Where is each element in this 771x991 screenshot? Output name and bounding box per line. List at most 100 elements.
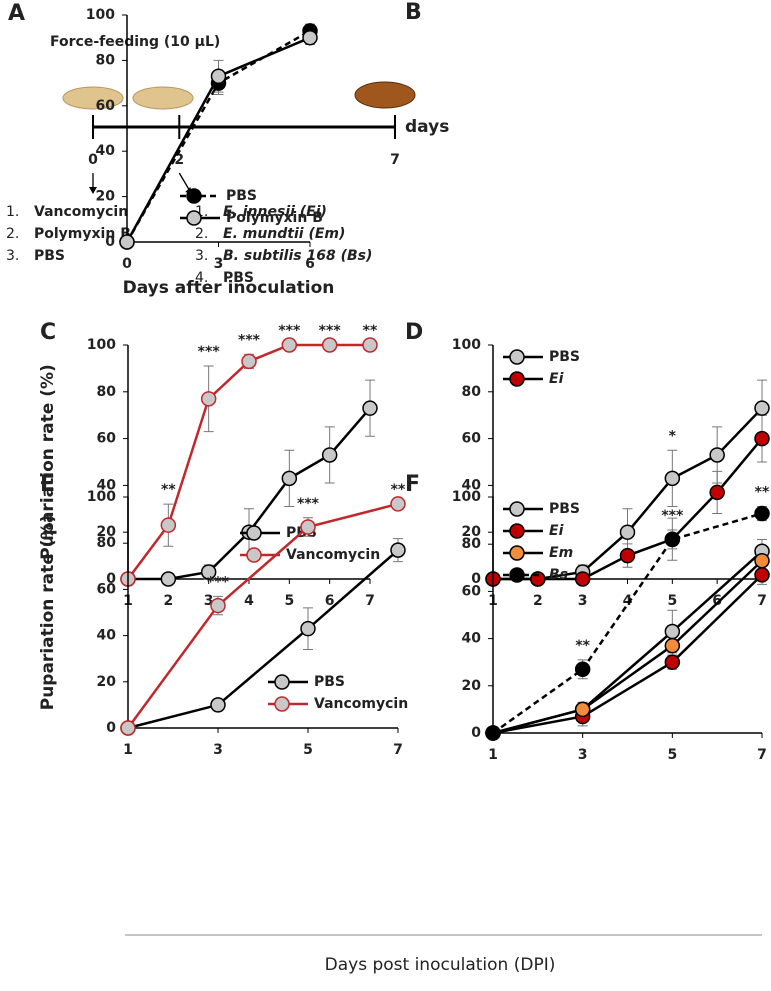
larva bbox=[132, 86, 194, 110]
data-point bbox=[362, 337, 378, 353]
legend-label: Ei bbox=[549, 523, 564, 539]
data-point bbox=[321, 337, 338, 353]
significance: *** bbox=[198, 344, 221, 360]
y-tick-label: 0 bbox=[471, 571, 481, 587]
y-tick-label: 80 bbox=[97, 384, 117, 400]
y-tick-label: 60 bbox=[462, 431, 482, 447]
legend-label: PBS bbox=[549, 349, 580, 365]
legend-marker bbox=[186, 188, 202, 204]
panel-label: A bbox=[8, 1, 25, 26]
list-item: Polymyxin B bbox=[34, 226, 131, 242]
significance: ** bbox=[363, 323, 378, 339]
y-tick-label: 20 bbox=[97, 674, 117, 690]
data-point bbox=[300, 620, 316, 637]
legend-marker bbox=[246, 525, 262, 541]
significance: ** bbox=[755, 484, 770, 500]
x-tick-label: 7 bbox=[393, 742, 403, 758]
data-point bbox=[664, 623, 681, 640]
y-tick-label: 100 bbox=[87, 337, 116, 353]
legend-marker bbox=[509, 501, 525, 517]
x-tick-label: 5 bbox=[667, 747, 677, 763]
data-point bbox=[709, 447, 725, 463]
list-item: Vancomycin bbox=[34, 204, 128, 220]
y-tick-label: 100 bbox=[87, 489, 116, 505]
data-point bbox=[302, 29, 318, 46]
data-point bbox=[390, 542, 406, 558]
data-point bbox=[709, 484, 725, 501]
list-item: E. innesii (Ei) bbox=[223, 204, 327, 220]
shared-x-label: Days post inoculation (DPI) bbox=[325, 955, 556, 975]
y-tick-label: 40 bbox=[462, 631, 482, 647]
data-point bbox=[664, 654, 681, 670]
x-tick-label: 4 bbox=[244, 593, 254, 609]
y-tick-label: 100 bbox=[452, 337, 481, 353]
significance: *** bbox=[661, 508, 684, 524]
series-line bbox=[492, 573, 763, 735]
x-tick-label: 5 bbox=[303, 742, 313, 758]
legend-label: Ei bbox=[549, 371, 564, 387]
x-tick-label: 0 bbox=[122, 256, 132, 272]
list-number: 4. bbox=[195, 270, 208, 286]
data-point bbox=[120, 720, 136, 736]
data-point bbox=[664, 637, 681, 654]
series-line bbox=[126, 502, 399, 729]
list-number: 1. bbox=[6, 204, 19, 220]
data-point bbox=[754, 505, 770, 522]
x-tick-label: 6 bbox=[305, 256, 315, 272]
y-tick-label: 80 bbox=[96, 52, 116, 68]
y-tick-label: 80 bbox=[97, 535, 117, 551]
list-item: PBS bbox=[34, 248, 65, 264]
data-point bbox=[160, 571, 177, 587]
panel-label: E bbox=[40, 472, 55, 497]
list-number: 3. bbox=[6, 248, 19, 264]
legend-marker bbox=[509, 349, 525, 365]
arrow-head bbox=[89, 187, 97, 194]
legend-label: PBS bbox=[549, 501, 580, 517]
x-tick-label: 6 bbox=[325, 593, 335, 609]
x-axis-label: Days after inoculation bbox=[123, 278, 335, 298]
data-point bbox=[754, 430, 770, 447]
chart-panel: C0204060801001234567Pupariation rate (%)… bbox=[38, 320, 380, 609]
y-tick-label: 100 bbox=[86, 7, 115, 23]
series-line bbox=[127, 549, 399, 730]
y-tick-label: 80 bbox=[462, 536, 482, 552]
x-tick-label: 3 bbox=[578, 593, 588, 609]
list-item: B. subtilis 168 (Bs) bbox=[223, 248, 372, 264]
y-tick-label: 60 bbox=[96, 98, 116, 114]
x-tick-label: 5 bbox=[284, 593, 294, 609]
data-point bbox=[300, 519, 316, 535]
data-point bbox=[281, 337, 298, 353]
list-number: 2. bbox=[6, 226, 19, 242]
legend-label: PBS bbox=[314, 674, 345, 690]
x-tick-label: 1 bbox=[123, 742, 133, 758]
legend-marker bbox=[509, 523, 525, 539]
y-tick-label: 20 bbox=[97, 524, 117, 540]
significance: ** bbox=[391, 482, 406, 498]
y-tick-label: 0 bbox=[471, 725, 481, 741]
data-point bbox=[200, 564, 217, 580]
legend-marker bbox=[509, 567, 525, 583]
larva bbox=[62, 86, 124, 110]
larvae bbox=[62, 81, 416, 110]
x-tick-label: 3 bbox=[578, 747, 588, 763]
pupa bbox=[354, 81, 416, 109]
legend-marker bbox=[274, 696, 290, 712]
data-point bbox=[664, 531, 681, 548]
y-tick-label: 40 bbox=[97, 628, 117, 644]
panel-label: F bbox=[405, 472, 420, 497]
panel-label: B bbox=[405, 0, 422, 25]
x-tick-label: 7 bbox=[757, 593, 767, 609]
y-axis-label: Pupariation rate (%) bbox=[38, 515, 58, 711]
timeline-tick-label: 2 bbox=[174, 152, 184, 168]
x-tick-label: 7 bbox=[365, 593, 375, 609]
data-point bbox=[210, 597, 226, 614]
x-tick-label: 7 bbox=[757, 747, 767, 763]
y-tick-label: 20 bbox=[462, 524, 482, 540]
y-tick-label: 40 bbox=[462, 477, 482, 493]
legend-marker bbox=[246, 547, 262, 563]
significance: ** bbox=[575, 638, 590, 654]
legend-label: Em bbox=[549, 545, 573, 561]
data-point bbox=[321, 447, 338, 463]
